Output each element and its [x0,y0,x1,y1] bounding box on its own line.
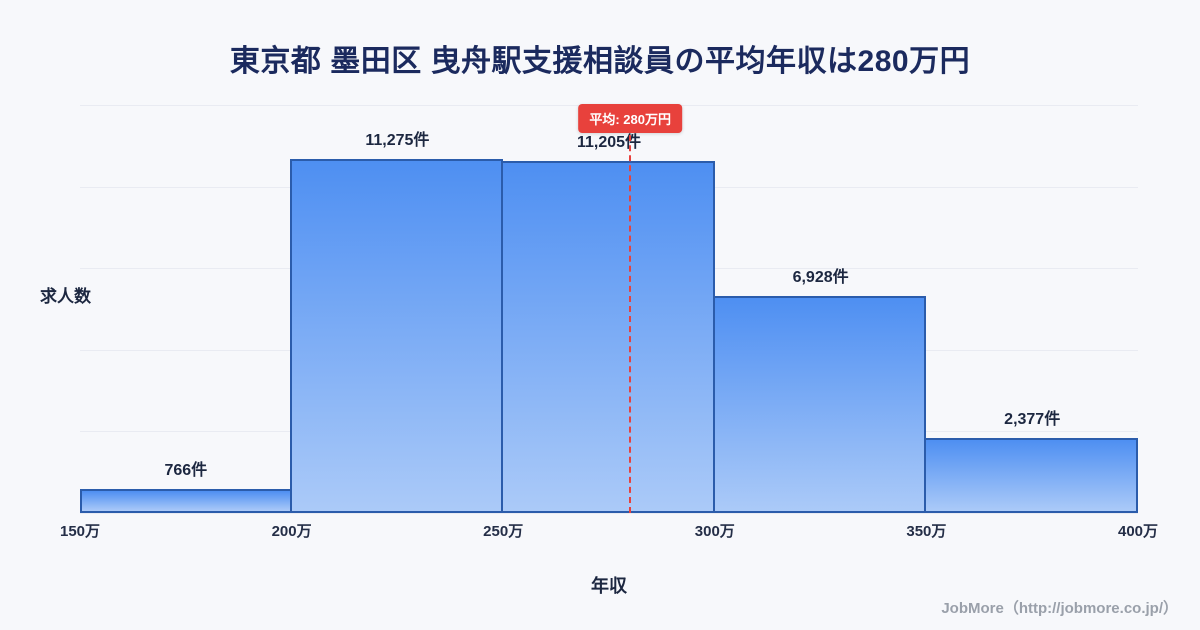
x-tick-label: 300万 [694,523,735,540]
histogram-bar [924,438,1138,513]
x-axis-ticks: 150万 200万 250万 300万 350万 400万 [60,520,1158,540]
gridline [80,513,1138,514]
bar-value-label: 766件 [164,461,208,479]
x-tick-label: 400万 [1117,523,1159,540]
x-tick-label: 150万 [59,523,101,540]
chart-title: 東京都 墨田区 曳舟駅支援相談員の平均年収は280万円 [229,45,971,78]
bar-value-label: 11,205件 [576,134,642,152]
histogram-bar [501,161,715,513]
bar-value-label: 6,928件 [792,268,849,286]
average-line [629,105,632,513]
histogram-plot: 766件 11,275件 11,205件 6,928件 2,377件 平均: 280万円 [80,104,1138,514]
x-axis-label: 年収 [591,576,627,596]
average-badge: 平均: 280万円 [578,104,682,133]
footer-credit: JobMore（http://jobmore.co.jp/） [941,600,1178,617]
histogram-bar [712,295,927,513]
histogram-bar [289,159,504,513]
bar-value-label: 2,377件 [1004,411,1061,429]
x-tick-label: 200万 [271,523,312,540]
x-tick-label: 350万 [906,523,947,540]
x-tick-label: 250万 [483,523,524,540]
histogram-bar [80,488,292,513]
y-axis-label: 求人数 [40,287,91,306]
bar-value-label: 11,275件 [365,132,430,150]
